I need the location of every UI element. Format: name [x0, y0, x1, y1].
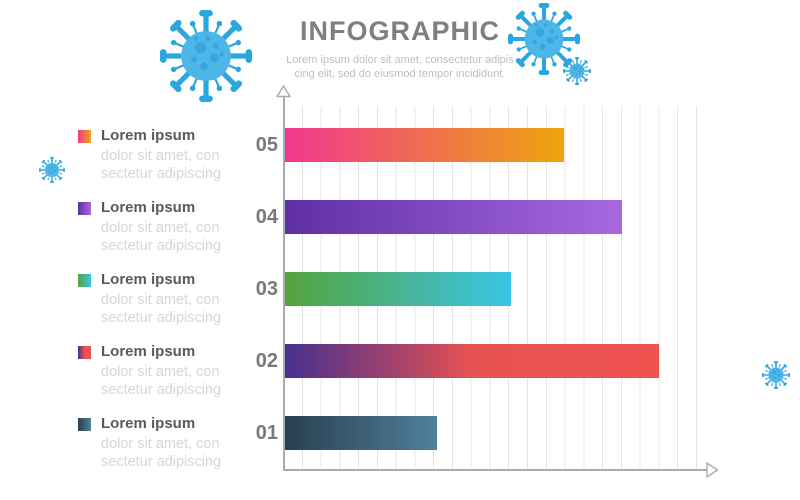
legend-item-title: Lorem ipsum [101, 199, 196, 216]
bar-label: 03 [255, 278, 278, 300]
legend-item-text: dolor sit amet, con sectetur adipiscing [101, 220, 222, 254]
legend-swatch-icon [78, 346, 91, 359]
bar-label: 04 [255, 206, 278, 228]
legend-item-text: dolor sit amet, con sectetur adipiscing [101, 364, 222, 398]
bar-02 [285, 344, 659, 378]
subtitle-line-2: cing elit, sed do eiusmod tempor incidid… [294, 68, 506, 80]
x-axis [283, 469, 711, 471]
page-title: INFOGRAPHIC [300, 16, 500, 46]
legend-item-text: dolor sit amet, con sectetur adipiscing [101, 292, 222, 326]
legend-item-text: dolor sit amet, con sectetur adipiscing [101, 148, 222, 182]
legend-item-title: Lorem ipsum [101, 127, 196, 144]
x-axis-arrow-icon [706, 462, 719, 478]
legend-item-title: Lorem ipsum [101, 343, 196, 360]
bar-01 [285, 416, 437, 450]
legend-item: Lorem ipsum dolor sit amet, con sectetur… [78, 199, 258, 255]
legend-swatch-icon [78, 202, 91, 215]
legend-item: Lorem ipsum dolor sit amet, con sectetur… [78, 271, 258, 327]
bar-label: 01 [255, 422, 278, 444]
legend-item: Lorem ipsum dolor sit amet, con sectetur… [78, 343, 258, 399]
legend-item-text: dolor sit amet, con sectetur adipiscing [101, 436, 222, 470]
bar-05 [285, 128, 564, 162]
page-subtitle: Lorem ipsum dolor sit amet, consectetur … [250, 53, 550, 81]
bar-label: 05 [255, 134, 278, 156]
header: INFOGRAPHIC Lorem ipsum dolor sit amet, … [250, 16, 550, 81]
y-axis-arrow-icon [276, 85, 291, 98]
virus-icon [39, 157, 65, 183]
legend-swatch-icon [78, 274, 91, 287]
bar-04 [285, 200, 622, 234]
y-axis [283, 97, 285, 470]
bar-label: 02 [255, 350, 278, 372]
legend-item: Lorem ipsum dolor sit amet, con sectetur… [78, 127, 258, 183]
legend-item-title: Lorem ipsum [101, 415, 196, 432]
legend-swatch-icon [78, 130, 91, 143]
virus-icon [762, 361, 790, 389]
virus-icon [563, 57, 591, 85]
legend-item: Lorem ipsum dolor sit amet, con sectetur… [78, 415, 258, 471]
legend-item-title: Lorem ipsum [101, 271, 196, 288]
legend-swatch-icon [78, 418, 91, 431]
bar-03 [285, 272, 511, 306]
virus-icon [160, 10, 252, 102]
subtitle-line-1: Lorem ipsum dolor sit amet, consectetur … [286, 54, 514, 66]
